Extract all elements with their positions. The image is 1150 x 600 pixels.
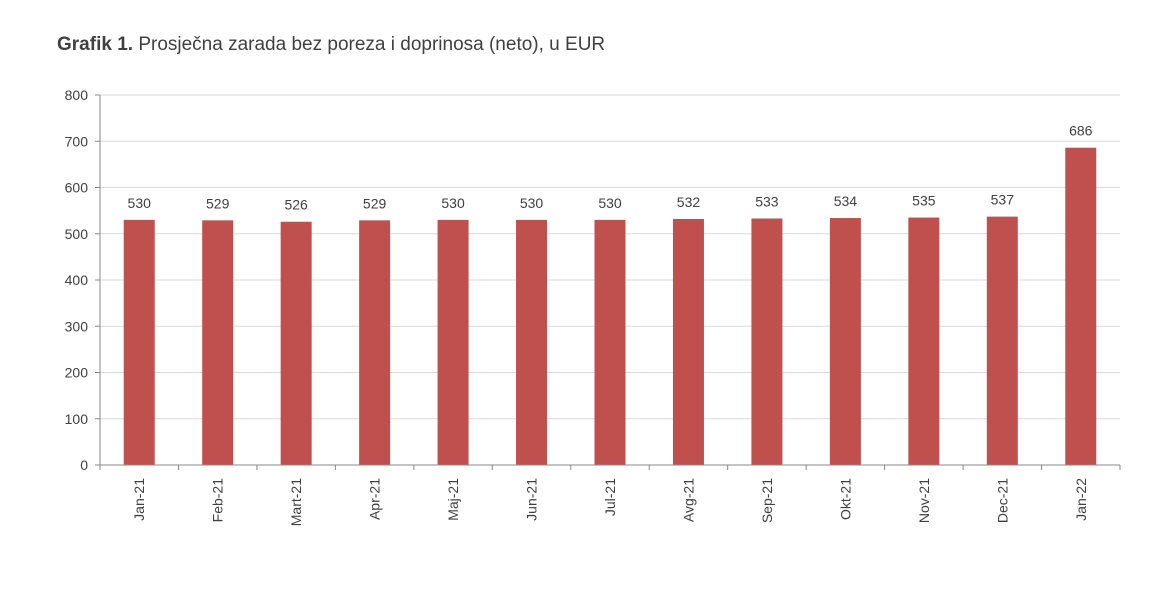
x-tick-label: Apr-21 <box>367 478 383 520</box>
y-tick-label: 200 <box>65 365 89 381</box>
data-label: 530 <box>128 195 152 211</box>
data-label: 529 <box>206 195 230 211</box>
data-label: 533 <box>755 193 779 209</box>
bar-jul-21 <box>594 219 626 465</box>
chart-title: Grafik 1. Prosječna zarada bez poreza i … <box>57 34 605 56</box>
data-labels: 530 529 526 529 530 530 530 532 533 534 535 537 686 <box>128 123 1093 213</box>
data-label: 530 <box>598 195 622 211</box>
x-tick-label: Sep-21 <box>759 478 775 523</box>
bar-maj-21 <box>437 219 469 465</box>
bar-apr-21 <box>359 220 391 465</box>
y-tick-label: 300 <box>65 318 89 334</box>
data-label: 686 <box>1069 123 1093 139</box>
data-label: 530 <box>441 195 465 211</box>
x-axis: Jan-21 Feb-21 Mart-21 Apr-21 Maj-21 Jun-21 Jul… <box>99 464 1121 526</box>
chart-title-text: Prosječna zarada bez poreza i doprinosa … <box>138 34 606 55</box>
data-label: 526 <box>284 197 308 213</box>
data-label: 529 <box>363 195 387 211</box>
data-label: 530 <box>520 195 544 211</box>
bars <box>123 147 1097 465</box>
data-label: 532 <box>677 194 701 210</box>
bar-jan-22 <box>1065 147 1097 465</box>
x-tick-label: Dec-21 <box>994 478 1010 523</box>
bar-feb-21 <box>202 220 234 465</box>
bar-mart-21 <box>280 221 312 465</box>
y-tick-label: 100 <box>65 411 89 427</box>
bar-jun-21 <box>516 219 548 465</box>
bar-nov-21 <box>908 217 940 465</box>
y-tick-label: 800 <box>65 87 89 103</box>
x-tick-label: Okt-21 <box>837 478 853 520</box>
x-tick-label: Mart-21 <box>288 478 304 526</box>
x-tick-label: Feb-21 <box>210 478 226 523</box>
y-tick-label: 600 <box>65 180 89 196</box>
x-tick-label: Avg-21 <box>680 478 696 522</box>
gridlines <box>100 94 1120 420</box>
x-tick-label: Jan-22 <box>1073 478 1089 521</box>
x-tick-label: Jun-21 <box>524 478 540 521</box>
y-tick-label: 700 <box>65 133 89 149</box>
bar-dec-21 <box>986 216 1018 465</box>
y-axis: 0 100 200 300 400 500 600 700 800 <box>65 87 101 473</box>
bar-avg-21 <box>672 218 704 465</box>
data-label: 537 <box>991 192 1015 208</box>
bar-okt-21 <box>829 218 861 465</box>
bar-jan-21 <box>123 219 155 465</box>
x-tick-label: Maj-21 <box>445 478 461 521</box>
x-tick-label: Jul-21 <box>602 478 618 516</box>
chart-title-number: Grafik 1. <box>57 34 134 55</box>
y-tick-label: 0 <box>80 457 88 473</box>
x-tick-label: Nov-21 <box>916 478 932 523</box>
y-tick-label: 400 <box>65 272 89 288</box>
data-label: 535 <box>912 193 936 209</box>
y-tick-label: 500 <box>65 226 89 242</box>
x-tick-label: Jan-21 <box>131 478 147 521</box>
data-label: 534 <box>834 193 858 209</box>
bar-sep-21 <box>751 218 783 465</box>
